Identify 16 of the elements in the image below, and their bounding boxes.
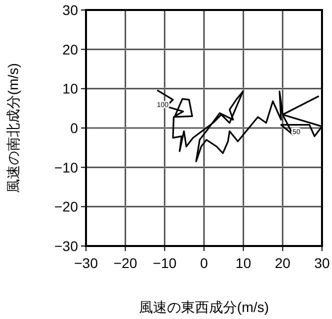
x-tick-label: −30: [74, 255, 98, 271]
x-tick-label: 20: [274, 255, 291, 271]
y-axis-title: 風速の南北成分(m/s): [5, 63, 21, 193]
y-tick-label: −30: [54, 238, 78, 254]
y-tick-label: 20: [62, 41, 78, 58]
x-tick-label: 10: [236, 255, 252, 271]
x-axis-title: 風速の東西成分(m/s): [139, 299, 269, 315]
y-tick-label: −20: [54, 198, 78, 215]
x-tick-label: 0: [200, 255, 208, 271]
y-tick-label: 0: [70, 120, 78, 136]
x-tick-label: −20: [113, 255, 138, 271]
y-tick-label: 10: [62, 80, 78, 97]
y-tick-label: −10: [54, 159, 78, 176]
x-tick-label: 30: [314, 255, 330, 271]
y-tick-label: 30: [62, 2, 78, 18]
x-tick-label: −10: [152, 255, 177, 271]
